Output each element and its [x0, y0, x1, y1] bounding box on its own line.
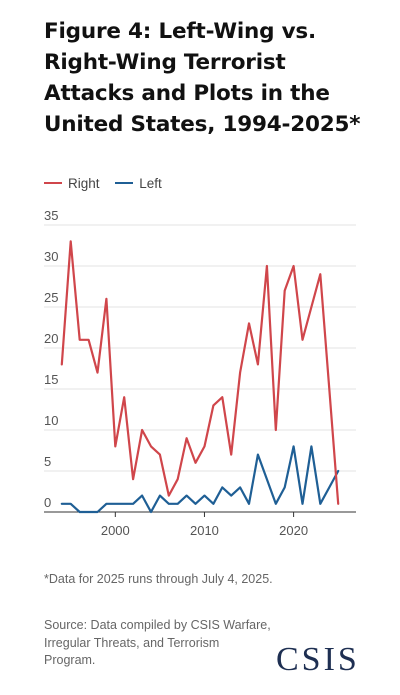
- x-tick-label-2010: 2010: [190, 523, 219, 538]
- series-line-right: [60, 240, 340, 505]
- x-tick-label-2000: 2000: [101, 523, 130, 538]
- legend: Right Left: [44, 172, 174, 191]
- line-chart: 0 5 10 15 20 25 30 35 2000 2010 2020: [44, 210, 356, 538]
- y-tick-label-35: 35: [44, 210, 58, 223]
- source-note: Source: Data compiled by CSIS Warfare, I…: [44, 618, 271, 667]
- y-tick-label-15: 15: [44, 372, 58, 387]
- y-tick-label-5: 5: [44, 454, 51, 469]
- series-line-left: [60, 445, 340, 514]
- y-tick-label-25: 25: [44, 290, 58, 305]
- y-tick-label-20: 20: [44, 331, 58, 346]
- chart-title: Figure 4: Left-Wing vs. Right-Wing Terro…: [44, 19, 361, 137]
- y-tick-label-10: 10: [44, 413, 58, 428]
- footnote: *Data for 2025 runs through July 4, 2025…: [44, 572, 273, 586]
- legend-swatch-right: [44, 182, 62, 184]
- legend-label-left: Left: [139, 175, 162, 191]
- x-tick-label-2020: 2020: [279, 523, 308, 538]
- legend-label-right: Right: [68, 175, 100, 191]
- y-tick-label-30: 30: [44, 249, 58, 264]
- legend-item-left: Left: [115, 176, 162, 191]
- legend-swatch-left: [115, 182, 134, 184]
- y-tick-label-0: 0: [44, 495, 51, 510]
- csis-logo: CSIS: [276, 641, 360, 678]
- legend-item-right: Right: [44, 176, 100, 191]
